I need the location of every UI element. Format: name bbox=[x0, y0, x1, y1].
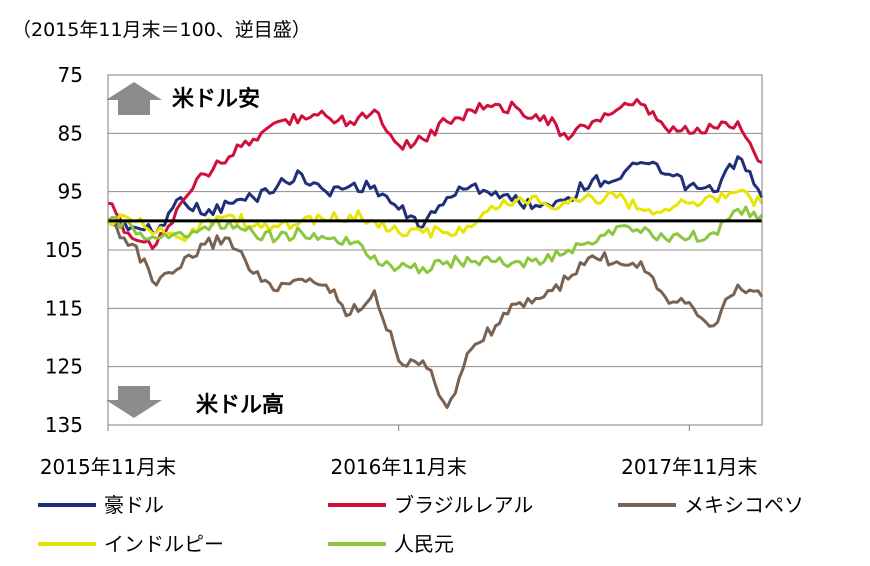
y-axis-ticks: 75 85 95 105 115 125 135 bbox=[45, 63, 83, 437]
plot-area-frame bbox=[107, 74, 763, 426]
y-tick-label: 95 bbox=[58, 180, 83, 204]
down-arrow-icon bbox=[106, 386, 162, 418]
x-tick-label: 2015年11月末 bbox=[40, 455, 176, 479]
x-tick-label: 2016年11月末 bbox=[330, 455, 466, 479]
legend-label-series-4: 人民元 bbox=[394, 532, 454, 556]
legend-label-series-2: メキシコペソ bbox=[684, 493, 804, 517]
legend-label-series-1: ブラジルレアル bbox=[394, 493, 533, 517]
legend-label-series-3: インドルピー bbox=[104, 532, 224, 556]
x-axis-ticks: 2015年11月末 2016年11月末 2017年11月末 bbox=[40, 425, 758, 479]
up-arrow-icon bbox=[106, 82, 162, 115]
y-tick-label: 105 bbox=[45, 238, 83, 262]
unit-note: （2015年11月末＝100、逆目盛） bbox=[12, 19, 311, 41]
legend: 豪ドル ブラジルレアル メキシコペソ インドルピー 人民元 bbox=[38, 493, 804, 556]
series-line-3 bbox=[106, 188, 764, 242]
y-tick-label: 85 bbox=[58, 121, 83, 145]
series-line-2 bbox=[107, 219, 764, 409]
x-tick-label: 2017年11月末 bbox=[621, 455, 757, 479]
annotation-down: 米ドル高 bbox=[196, 392, 284, 418]
legend-label-series-0: 豪ドル bbox=[104, 493, 164, 517]
y-tick-label: 135 bbox=[45, 413, 83, 437]
series-line-1 bbox=[107, 98, 763, 250]
annotation-up: 米ドル安 bbox=[172, 86, 260, 112]
y-tick-label: 125 bbox=[45, 355, 83, 379]
series-line-0 bbox=[106, 155, 764, 235]
y-tick-label: 115 bbox=[45, 296, 83, 320]
series-lines bbox=[106, 98, 764, 409]
y-tick-label: 75 bbox=[58, 63, 83, 87]
